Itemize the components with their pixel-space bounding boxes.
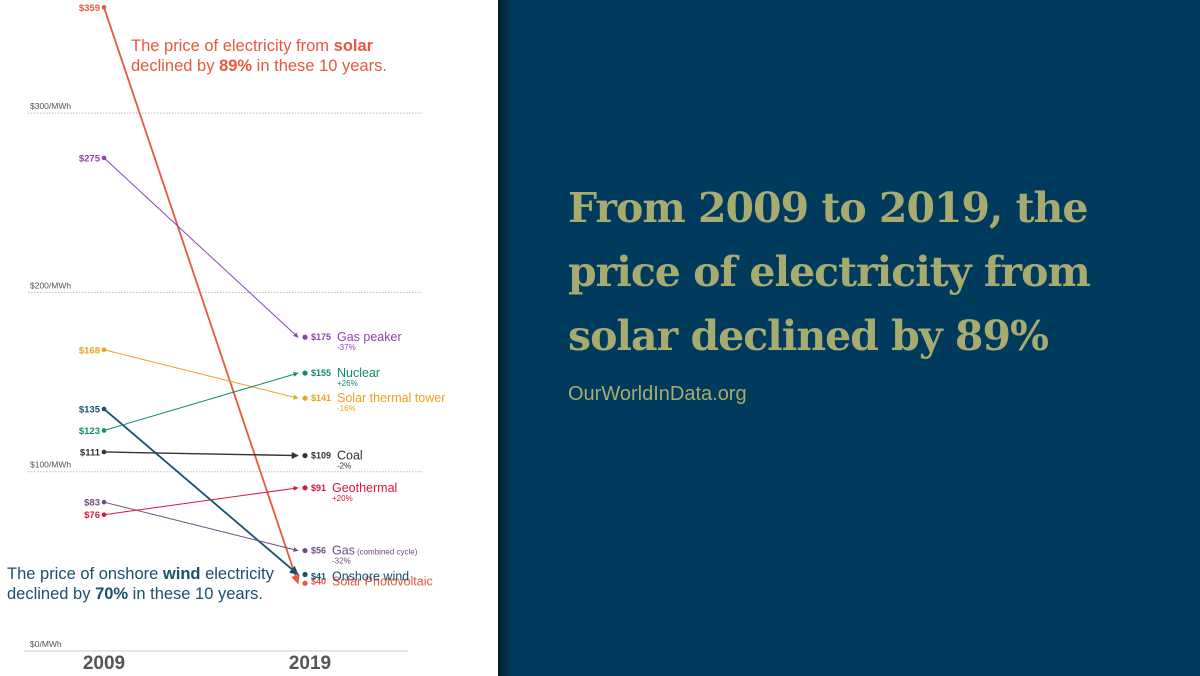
series-name-label: Solar Photovoltaic [332,574,433,588]
annotation-text: The price of electricity from [131,37,334,55]
change-label: -37% [337,343,356,352]
start-value-label: $359 [79,3,100,14]
end-value-label: $109 [311,451,331,461]
change-label: +26% [337,379,358,388]
headline: From 2009 to 2019, the price of electric… [568,184,1091,360]
series-name-label: Gas peaker [337,330,402,344]
start-point [101,5,107,10]
grid-layer: $0/MWh $100/MWh $200/MWh $300/MWh [24,101,422,652]
series-line-nuclear [103,371,299,431]
annotation-text: in these 10 years. [252,57,387,75]
series-name-label: Nuclear [337,366,380,380]
series-line-gas-peaker [103,157,299,338]
start-value-label: $135 [79,404,101,415]
end-point [302,370,308,376]
end-point [302,580,308,586]
end-value-label: $41 [311,571,326,581]
y-tick-label: $0/MWh [30,639,62,649]
annotation-text: The price of onshore [7,565,163,583]
series-name-label: Onshore wind [332,569,409,583]
y-tick-label: $300/MWh [30,101,71,111]
start-point [101,428,107,433]
start-point [101,347,107,353]
annotation-bold: wind [162,565,201,583]
series-line-geothermal [103,485,299,516]
series-name-label: Gas (combined cycle) [332,544,418,558]
series-line-onshore-wind [103,408,299,576]
end-point [302,452,308,459]
change-label: -16% [337,404,356,413]
series-name-label: Solar thermal tower [337,391,445,405]
start-value-label: $123 [79,426,100,437]
slope-chart: $0/MWh $100/MWh $200/MWh $300/MWh $359 $40 So… [24,3,446,674]
change-label: -2% [337,462,351,471]
end-value-label: $40 [311,576,326,586]
x-axis: 2009 2019 [83,653,331,674]
end-value-label: $175 [311,332,331,342]
site-link[interactable]: OurWorldInData.org [568,383,747,405]
end-value-label: $155 [311,368,331,378]
start-value-label: $83 [84,498,100,509]
start-point [101,155,107,161]
series-name-suffix: (combined cycle) [357,548,418,557]
start-value-label: $76 [84,510,100,521]
start-point [101,512,107,518]
annotation-bold: solar [333,37,374,55]
series-line-coal [103,451,299,459]
annotation-text: electricity [200,565,274,583]
x-tick-label: 2009 [83,653,125,674]
end-value-label: $56 [311,546,326,556]
chart-panel: $0/MWh $100/MWh $200/MWh $300/MWh $359 $40 So… [0,0,498,676]
change-label: -32% [332,557,351,566]
series-line-solar-photovoltaic [103,7,300,585]
end-value-label: $91 [311,483,326,493]
y-tick-label: $100/MWh [30,460,71,470]
annotation-text: in these 10 years. [128,585,263,603]
end-point [302,485,308,491]
annotation-bold: 89% [219,57,253,75]
end-value-label: $141 [311,393,331,403]
end-point [302,547,308,554]
change-label: +20% [332,494,353,503]
end-point [302,571,308,578]
end-point [302,395,308,401]
start-point [101,406,107,412]
annotation-text: declined by [131,57,220,75]
series-name-label: Coal [337,449,363,463]
annotation-text: declined by [7,585,96,603]
series-labels: $359 $40 Solar Photovoltaic $275 $175 Gas pea… [79,3,446,588]
start-value-label: $111 [80,447,101,458]
headline-panel: From 2009 to 2019, the price of electric… [498,0,1200,676]
series-name-label: Geothermal [332,481,397,495]
start-point [101,499,107,505]
solar-annotation: The price of electricity from solar decl… [131,36,387,76]
end-point [302,334,308,340]
start-value-label: $168 [79,345,100,356]
start-point [101,449,107,455]
y-tick-label: $200/MWh [30,280,71,290]
annotation-bold: 70% [95,585,129,603]
series-line-solar-thermal-tower [103,349,299,400]
start-value-label: $275 [79,153,101,164]
panel-shadow [498,0,514,676]
wind-annotation: The price of onshore wind electricity de… [7,564,274,604]
series-line-gas [103,501,299,552]
x-tick-label: 2019 [289,653,331,674]
series-lines [103,7,300,585]
